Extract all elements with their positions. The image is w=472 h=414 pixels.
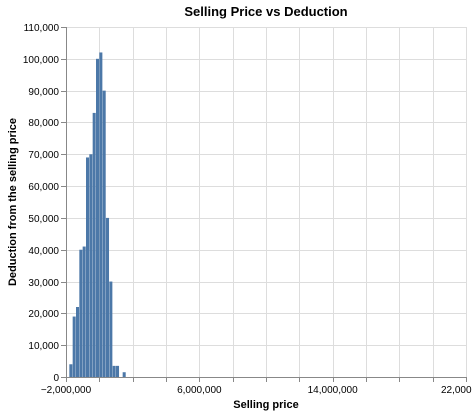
x-tick-label: −2,000,000 — [41, 385, 92, 396]
x-tick-label: 14,000,000 — [308, 385, 358, 396]
y-tick-label: 110,000 — [24, 23, 60, 34]
x-axis: −2,000,000 6,000,000 14,000,000 22,000,000 — [41, 377, 472, 396]
histogram-bars — [69, 52, 126, 378]
histogram-bar — [79, 249, 83, 377]
y-tick-label: 10,000 — [28, 341, 59, 352]
x-tick-label: 22,000,000 — [441, 385, 472, 396]
chart-title: Selling Price vs Deduction — [184, 4, 347, 19]
y-tick-label: 0 — [53, 373, 59, 384]
y-tick-label: 100,000 — [23, 55, 60, 66]
histogram-bar — [102, 90, 106, 378]
histogram-bar — [86, 157, 90, 377]
x-tick-label: 6,000,000 — [177, 385, 222, 396]
histogram-bar — [82, 246, 86, 377]
histogram-bar — [92, 112, 96, 377]
histogram-bar — [112, 365, 116, 377]
histogram-bar — [72, 316, 76, 377]
y-tick-label: 30,000 — [28, 278, 59, 289]
y-tick-label: 20,000 — [28, 309, 59, 320]
y-tick-label: 70,000 — [28, 150, 59, 161]
histogram-bar — [109, 281, 113, 377]
y-tick-label: 60,000 — [28, 182, 59, 193]
histogram-bar — [122, 372, 126, 377]
y-axis: 0 10,000 20,000 30,000 40,000 50,000 60,000 70,… — [23, 23, 67, 384]
histogram-bar — [89, 154, 93, 377]
y-tick-label: 90,000 — [28, 87, 59, 98]
y-tick-label: 50,000 — [28, 214, 59, 225]
y-axis-title: Deduction from the selling price — [7, 118, 19, 286]
y-tick-label: 80,000 — [28, 118, 59, 129]
x-gridlines — [66, 27, 467, 377]
histogram-bar — [99, 52, 103, 378]
histogram-bar — [106, 217, 110, 377]
histogram-bar — [96, 58, 100, 378]
histogram-bar — [116, 365, 120, 377]
histogram-bar — [69, 364, 73, 377]
y-tick-label: 40,000 — [28, 246, 59, 257]
x-axis-title: Selling price — [233, 399, 298, 411]
histogram-bar — [76, 307, 80, 377]
